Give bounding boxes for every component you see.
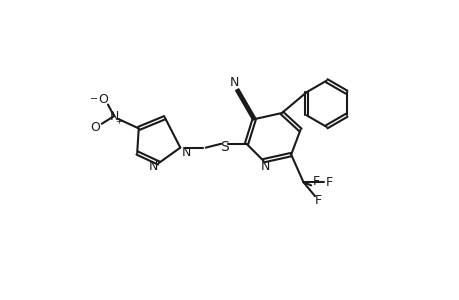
Text: F: F [325,176,332,189]
Text: N: N [109,110,118,123]
Text: O: O [90,121,101,134]
Text: S: S [220,140,229,154]
Text: +: + [115,117,122,126]
Text: F: F [314,194,321,206]
Text: N: N [229,76,238,89]
Text: N: N [260,160,269,172]
Text: N: N [148,160,158,173]
Text: −: − [90,94,98,104]
Text: N: N [181,146,191,159]
Text: F: F [312,175,319,188]
Text: O: O [98,93,108,106]
